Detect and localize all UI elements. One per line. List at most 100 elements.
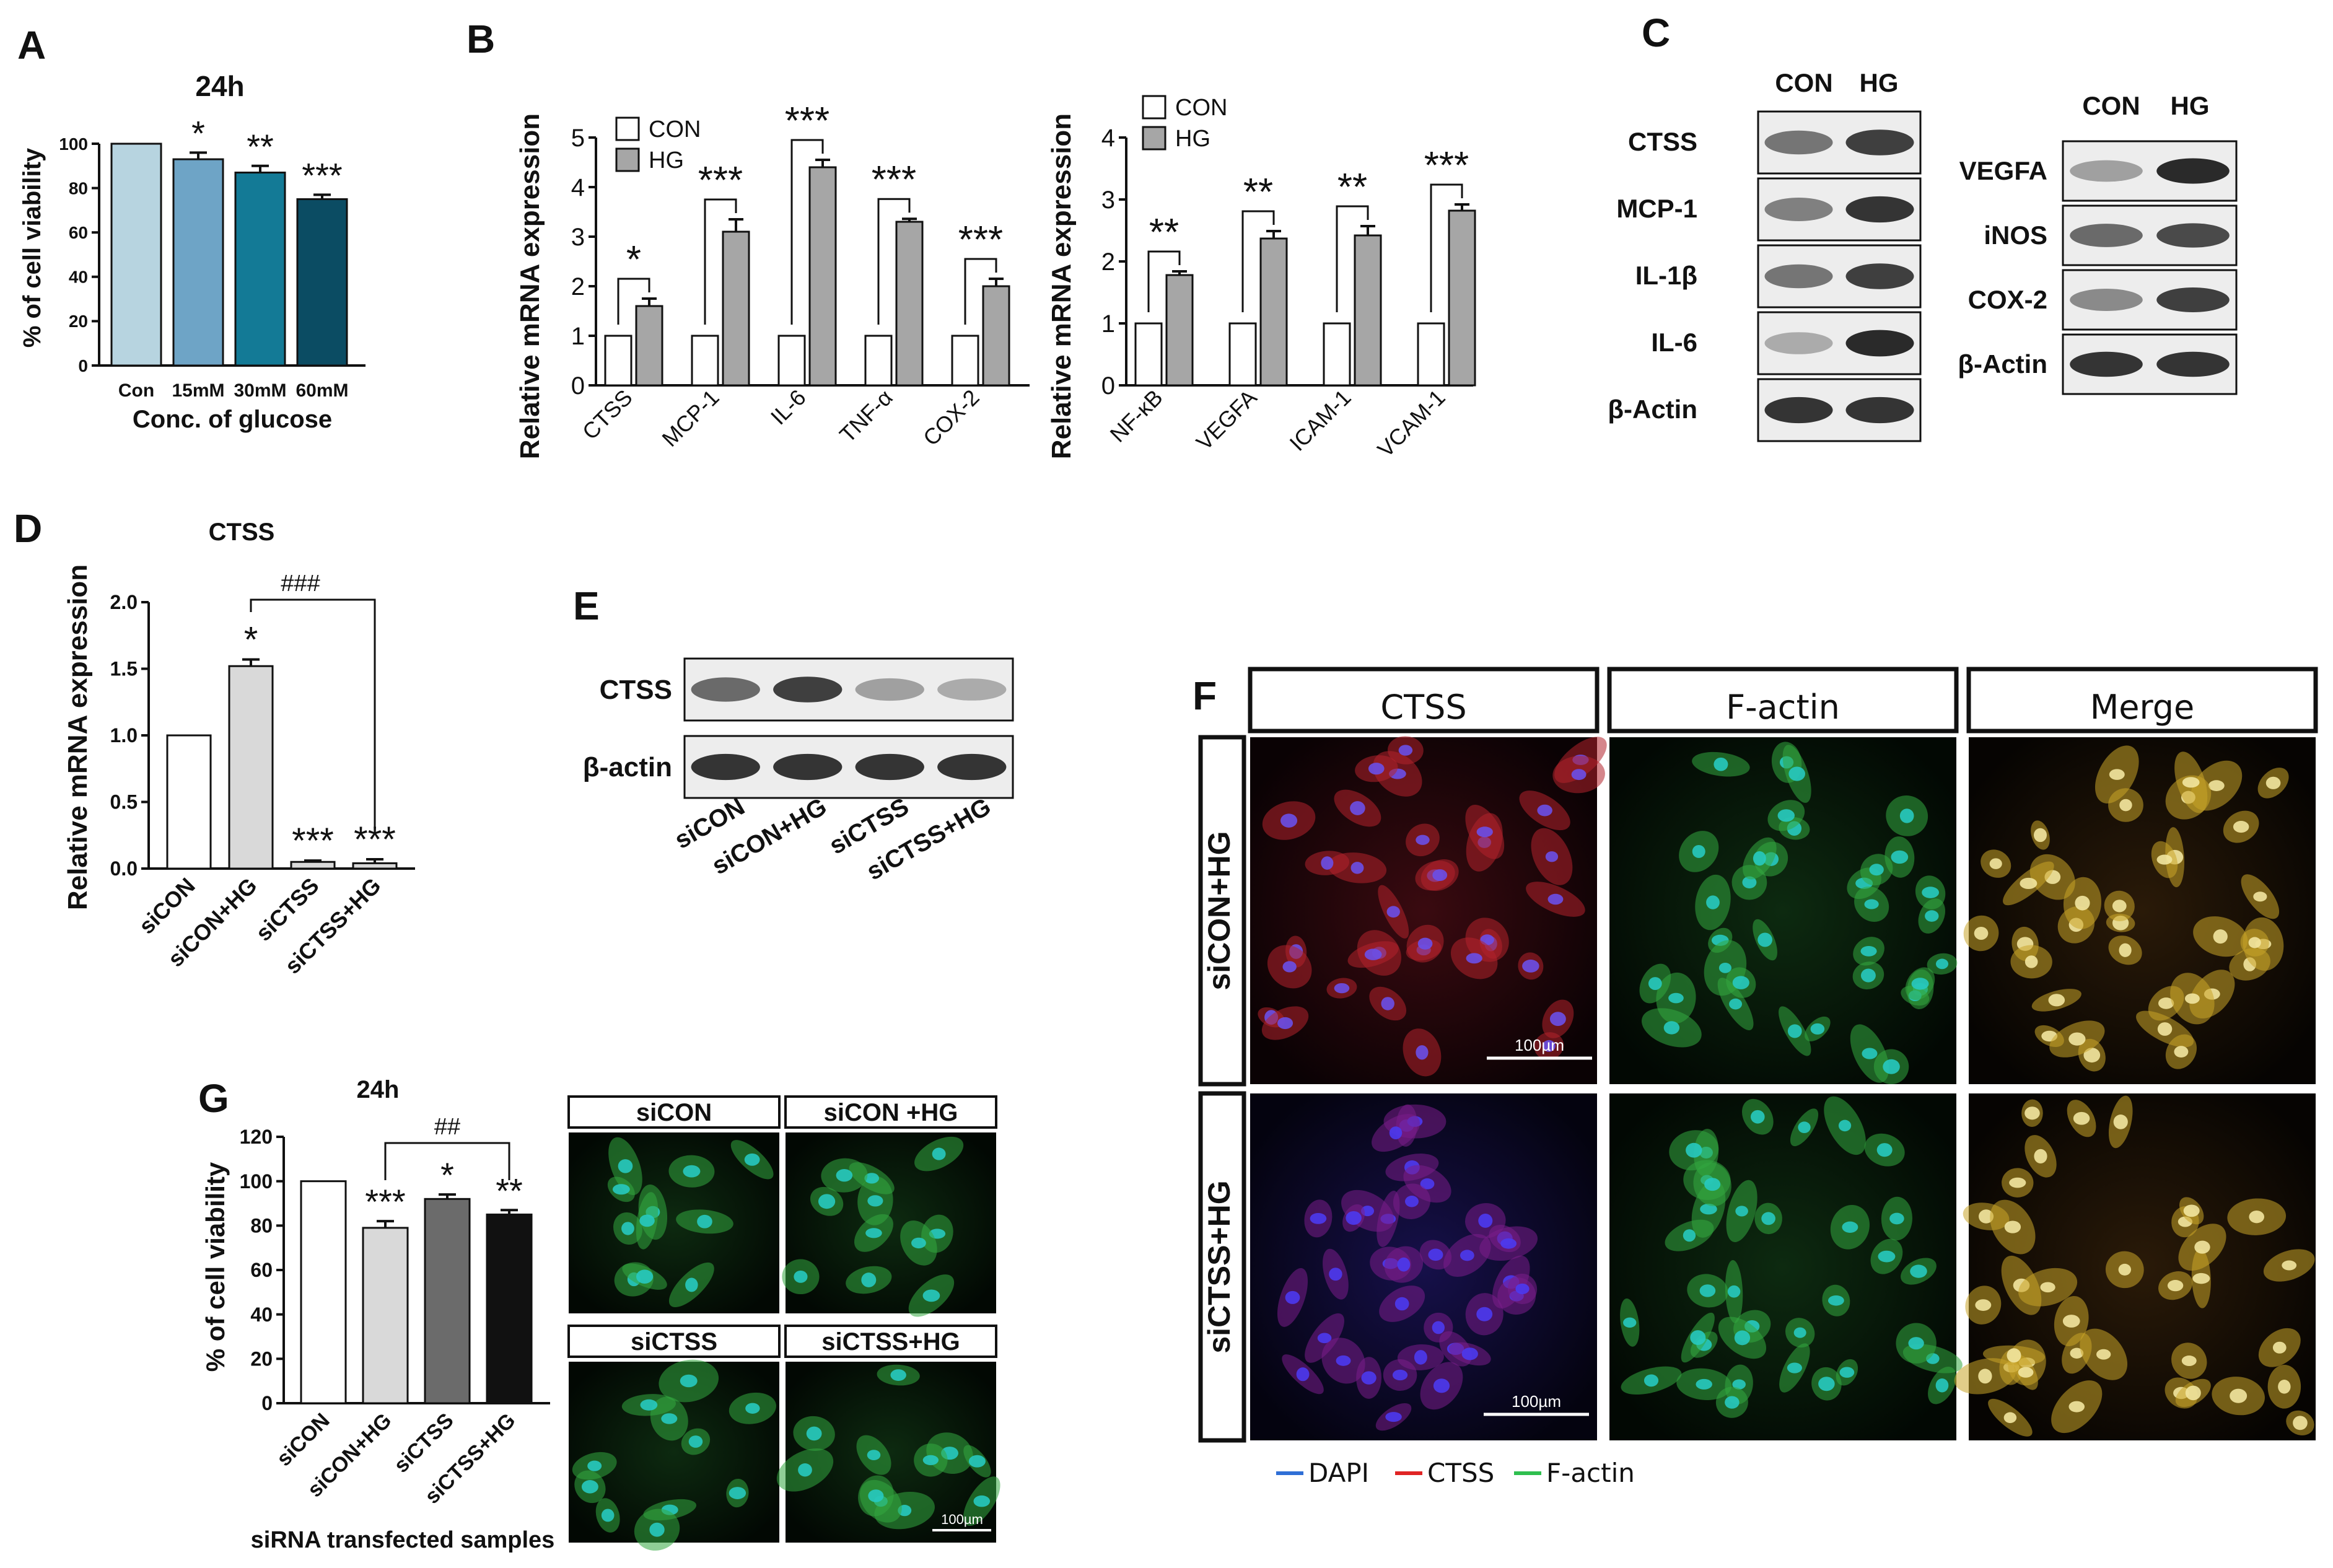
cell-nucleus [2192,1272,2210,1284]
cell-nucleus [2112,900,2127,913]
cell-nucleus [1476,1307,1493,1321]
panel-g-image-title: siCTSS+HG [821,1328,960,1356]
panel-g-image-title-box [567,1095,781,1129]
cell-nucleus [932,1147,946,1160]
cell-nucleus [2194,1240,2210,1254]
significance-label: *** [698,159,743,202]
bar [352,862,398,870]
blot-c-row-label: iNOS [1984,221,2047,250]
y-axis-title: Relative mRNA expression [63,564,93,910]
bar [362,1227,409,1404]
cell-nucleus [1500,1238,1517,1249]
cell-nucleus [2040,1282,2055,1293]
cell-nucleus [2282,1260,2297,1271]
cell-nucleus [1922,887,1939,898]
y-tick-label: 40 [250,1303,273,1326]
blot-band [1845,396,1914,424]
blot-band [2070,224,2143,247]
bar [228,665,274,870]
panel-g-image-title-box [784,1325,997,1358]
significance-label: *** [365,1182,405,1221]
y-tick-label: 2.0 [110,591,138,613]
significance-label: ** [1243,171,1273,214]
cell-nucleus [1788,766,1806,781]
bar-con [1417,322,1445,387]
y-tick-label: 80 [250,1215,273,1237]
cell-nucleus [1350,862,1364,874]
cell-nucleus [2033,828,2047,843]
significance-label: * [626,239,641,281]
legend-label-con: CON [649,116,701,142]
x-axis-title: siRNA transfected samples [251,1527,555,1553]
legend-swatch-hg [1142,126,1166,151]
cell-nucleus [1725,1396,1740,1409]
panel-f-row-label: siCTSS+HG [1202,1180,1237,1353]
cell-nucleus [890,1369,906,1381]
legend-swatch-con [615,116,640,141]
y-tick-label: 100 [59,134,88,154]
cell-nucleus [1334,983,1350,994]
blot-e-row-label: β-actin [583,752,672,782]
cell-nucleus [1392,1369,1408,1381]
panel-f-column-label: Merge [2090,688,2195,727]
blot-band [1845,330,1914,357]
blot-band [937,678,1007,701]
cell-nucleus [2278,1379,2291,1394]
y-tick-label: 1 [1101,310,1115,338]
blot-c-row-label: β-Actin [1608,395,1697,424]
cell-nucleus [2213,929,2228,944]
cell-nucleus [1317,1333,1332,1344]
blot-c-row-label: MCP-1 [1616,194,1697,223]
bar-con [1134,322,1163,387]
cell-nucleus [2185,1385,2201,1401]
cell-nucleus [1398,745,1413,756]
panel-f-row-label: siCON+HG [1202,831,1237,990]
cell-nucleus [1798,1121,1811,1134]
bar-hg [635,305,663,387]
x-tick-label: IL-6 [766,385,811,430]
cell-nucleus [1732,1379,1746,1390]
cell-nucleus [1910,1264,1927,1278]
bar-con [604,335,632,387]
panel-f-column-header [1966,667,2318,734]
cell-nucleus [1644,1374,1659,1387]
cell-nucleus [1428,1248,1443,1261]
bar-hg [895,221,924,387]
legend-label: DAPI [1308,1458,1369,1488]
x-tick-label: COX-2 [918,385,984,451]
cell-nucleus [2230,1388,2248,1403]
cell-nucleus [1718,962,1731,973]
cell-nucleus [1869,864,1884,876]
x-tick-label: ICAM-1 [1284,385,1355,456]
cell-nucleus [2062,1315,2080,1328]
chart-title: CTSS [209,519,275,546]
cell-nucleus [1460,1250,1474,1261]
bar-con [777,335,806,387]
cell-nucleus [1935,1378,1949,1393]
cell-nucleus [2249,1211,2265,1224]
cell-nucleus [1361,1371,1377,1385]
cell-nucleus [1729,998,1743,1010]
blot-band [2156,287,2230,312]
cell-nucleus [2009,1177,2026,1188]
cell-nucleus [1545,851,1559,862]
x-tick-label: TNF-α [834,385,898,448]
legend-label-con: CON [1175,95,1227,121]
bar [424,1198,471,1404]
cell-nucleus [2073,1111,2090,1125]
cell-nucleus [697,1214,712,1229]
cell-nucleus [1757,932,1772,947]
western-blot-c: CON HG CON HG CTSSMCP-1IL-1βIL-6β-Actin … [1608,68,2238,442]
blot-band [1764,332,1833,354]
cell-nucleus [1889,1212,1904,1225]
blot-band [1764,130,1833,155]
cell-nucleus [1571,769,1587,781]
cell-nucleus [1777,809,1795,822]
x-tick-label: VCAM-1 [1372,385,1450,462]
significance-bracket [790,139,824,325]
blot-band [2156,158,2230,184]
significance-label: *** [1424,144,1469,187]
bracket-label: ## [434,1114,460,1140]
